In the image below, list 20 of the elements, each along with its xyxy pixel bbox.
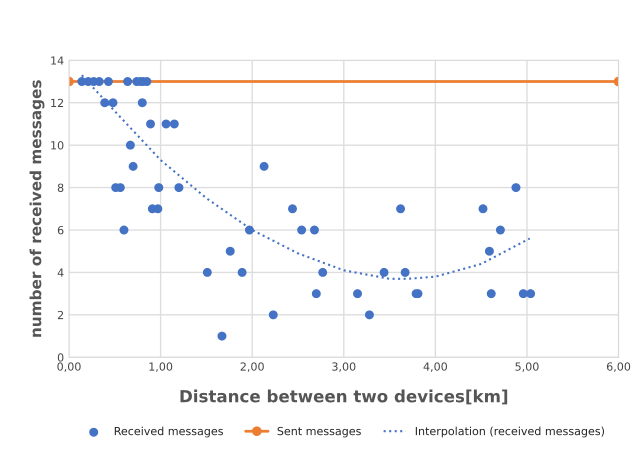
x-tick-label: 6,00 — [606, 362, 630, 372]
y-tick-label: 0 — [58, 353, 64, 362]
y-tick-label: 2 — [58, 310, 64, 320]
y-tick-label: 12 — [51, 98, 64, 107]
x-tick-label: 2,00 — [240, 362, 264, 372]
y-tick-label: 14 — [51, 56, 64, 65]
y-tick-label: 4 — [58, 268, 64, 277]
x-tick-label: 3,00 — [332, 362, 356, 372]
x-tick-label: 4,00 — [424, 362, 448, 372]
legend-label: Sent messages — [278, 426, 361, 438]
x-tick-label: 0,00 — [57, 362, 81, 372]
x-axis-title: Distance between two devices[km] — [180, 390, 508, 404]
x-tick-label: 5,00 — [515, 362, 539, 372]
y-tick-label: 6 — [58, 226, 64, 234]
y-tick-label: 10 — [51, 141, 64, 150]
x-tick-label: 1,00 — [149, 362, 172, 372]
y-tick-label: 8 — [58, 184, 64, 192]
y-axis-title: number of received messages — [30, 80, 44, 337]
legend-label: Received messages — [114, 426, 223, 438]
legend-label: Interpolation (received messages) — [416, 426, 604, 438]
